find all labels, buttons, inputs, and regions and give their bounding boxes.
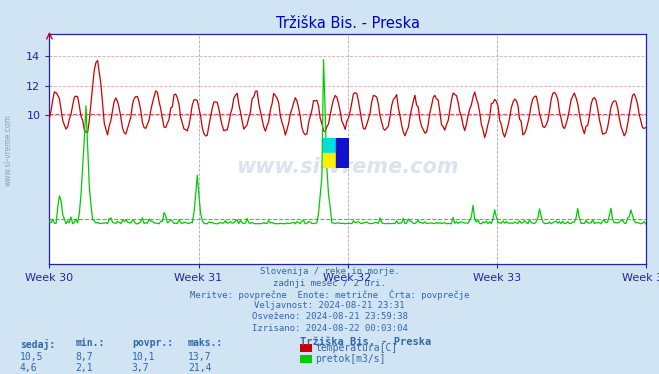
Text: zadnji mesec / 2 uri.: zadnji mesec / 2 uri. [273,279,386,288]
Text: 10,5: 10,5 [20,352,43,362]
Bar [323,138,336,153]
Text: sedaj:: sedaj: [20,338,55,349]
Text: Meritve: povprečne  Enote: metrične  Črta: povprečje: Meritve: povprečne Enote: metrične Črta:… [190,290,469,300]
Text: 4,6: 4,6 [20,363,38,373]
Text: temperatura[C]: temperatura[C] [315,343,397,353]
Text: 13,7: 13,7 [188,352,212,362]
Title: Tržiška Bis. - Preska: Tržiška Bis. - Preska [275,16,420,31]
Bar [336,138,349,153]
Text: www.si-vreme.com: www.si-vreme.com [237,157,459,177]
Text: maks.:: maks.: [188,338,223,349]
Text: 8,7: 8,7 [76,352,94,362]
Text: Slovenija / reke in morje.: Slovenija / reke in morje. [260,267,399,276]
Text: 21,4: 21,4 [188,363,212,373]
Text: www.si-vreme.com: www.si-vreme.com [3,114,13,186]
Text: min.:: min.: [76,338,105,349]
Text: 10,1: 10,1 [132,352,156,362]
Text: povpr.:: povpr.: [132,338,173,349]
Text: Osveženo: 2024-08-21 23:59:38: Osveženo: 2024-08-21 23:59:38 [252,312,407,321]
Bar [336,153,349,168]
Text: 3,7: 3,7 [132,363,150,373]
Text: 2,1: 2,1 [76,363,94,373]
Text: Tržiška Bis. - Preska: Tržiška Bis. - Preska [300,337,431,347]
Text: Veljavnost: 2024-08-21 23:31: Veljavnost: 2024-08-21 23:31 [254,301,405,310]
Text: pretok[m3/s]: pretok[m3/s] [315,354,386,364]
Text: Izrisano: 2024-08-22 00:03:04: Izrisano: 2024-08-22 00:03:04 [252,324,407,332]
Bar [323,153,336,168]
